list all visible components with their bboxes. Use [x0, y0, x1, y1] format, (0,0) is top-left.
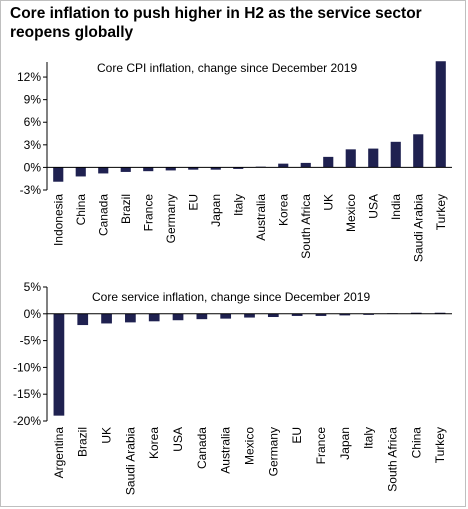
y-tick-label: 0%	[24, 160, 42, 174]
x-tick-label: Japan	[338, 427, 352, 460]
x-tick-label: USA	[366, 194, 380, 219]
page-title: Core inflation to push higher in H2 as t…	[10, 5, 422, 41]
bar-mexico	[345, 149, 356, 168]
x-tick-label: Brazil	[119, 194, 133, 224]
bar-italy	[363, 313, 374, 315]
x-tick-label: Canada	[195, 427, 209, 469]
x-tick-label: Mexico	[344, 194, 358, 232]
bar-south-africa	[300, 162, 311, 168]
bar-saudi-arabia	[125, 313, 136, 323]
y-tick-label: 5%	[24, 280, 42, 294]
bar-brazil	[120, 167, 131, 172]
bar-uk	[101, 313, 112, 324]
bar-india	[390, 141, 401, 168]
y-tick-label: -15%	[13, 387, 41, 401]
y-tick-label: 3%	[24, 138, 42, 152]
x-tick-label: Saudi Arabia	[123, 427, 137, 495]
x-tick-label: Turkey	[434, 194, 448, 230]
x-tick-label: USA	[171, 427, 185, 452]
x-tick-label: South Africa	[299, 194, 313, 259]
x-tick-label: EU	[290, 427, 304, 444]
bar-canada	[98, 167, 109, 174]
bar-australia	[220, 313, 232, 319]
x-tick-label: Korea	[276, 194, 290, 226]
bar-uk	[323, 156, 334, 168]
bar-germany	[267, 313, 279, 318]
x-tick-label: France	[314, 427, 328, 465]
x-tick-label: Germany	[266, 427, 280, 476]
y-tick-label: 6%	[24, 115, 42, 129]
y-tick-label: 12%	[17, 70, 41, 84]
bar-canada	[196, 313, 208, 320]
bar-germany	[165, 167, 176, 171]
bar-korea	[278, 163, 289, 168]
bar-eu	[291, 313, 303, 316]
bar-china	[75, 167, 86, 177]
y-tick-label: -5%	[20, 334, 42, 348]
core-cpi-chart: Core CPI inflation, change since Decembe…	[17, 61, 452, 262]
x-tick-label: Mexico	[243, 427, 257, 465]
x-tick-label: Canada	[96, 194, 110, 236]
x-tick-label: Japan	[209, 194, 223, 227]
x-tick-label: UK	[321, 194, 335, 211]
bar-china	[410, 312, 422, 314]
x-tick-label: China	[409, 427, 423, 459]
bar-japan	[210, 167, 221, 170]
x-tick-label: India	[389, 194, 403, 220]
x-tick-label: Argentina	[52, 427, 66, 479]
bar-argentina	[53, 313, 65, 416]
y-tick-label: -3%	[20, 183, 42, 197]
x-tick-label: Germany	[164, 194, 178, 243]
x-tick-label: Australia	[254, 194, 268, 241]
bar-mexico	[244, 313, 255, 318]
bar-indonesia	[53, 167, 64, 182]
bar-france	[315, 313, 327, 316]
x-tick-label: Brazil	[76, 427, 90, 457]
y-tick-label: -10%	[13, 360, 41, 374]
bar-usa	[172, 313, 184, 321]
x-tick-label: Italy	[231, 194, 245, 216]
y-tick-label: -20%	[13, 414, 41, 428]
chart-title: Core CPI inflation, change since Decembe…	[97, 61, 357, 75]
x-tick-label: Italy	[362, 427, 376, 449]
bar-korea	[148, 313, 160, 322]
x-tick-label: South Africa	[385, 427, 399, 492]
bar-turkey	[434, 312, 446, 314]
y-tick-label: 9%	[24, 93, 42, 107]
bar-japan	[339, 313, 351, 316]
bar-turkey	[435, 61, 446, 168]
x-tick-label: Australia	[219, 427, 233, 474]
x-tick-label: France	[141, 194, 155, 232]
x-tick-label: Korea	[147, 427, 161, 459]
bar-france	[143, 167, 154, 172]
chart-title: Core service inflation, change since Dec…	[92, 290, 370, 304]
bar-saudi-arabia	[413, 134, 424, 168]
bar-brazil	[77, 313, 89, 326]
x-tick-label: Turkey	[433, 427, 447, 463]
bar-italy	[233, 167, 244, 169]
x-tick-label: China	[74, 194, 88, 226]
y-tick-label: 0%	[24, 307, 42, 321]
x-tick-label: Indonesia	[51, 194, 65, 246]
bar-usa	[368, 148, 379, 168]
x-tick-label: EU	[186, 194, 200, 211]
x-tick-label: Saudi Arabia	[411, 194, 425, 262]
core-service-chart: Core service inflation, change since Dec…	[13, 280, 452, 495]
x-tick-label: UK	[100, 427, 114, 444]
bar-eu	[188, 167, 199, 170]
